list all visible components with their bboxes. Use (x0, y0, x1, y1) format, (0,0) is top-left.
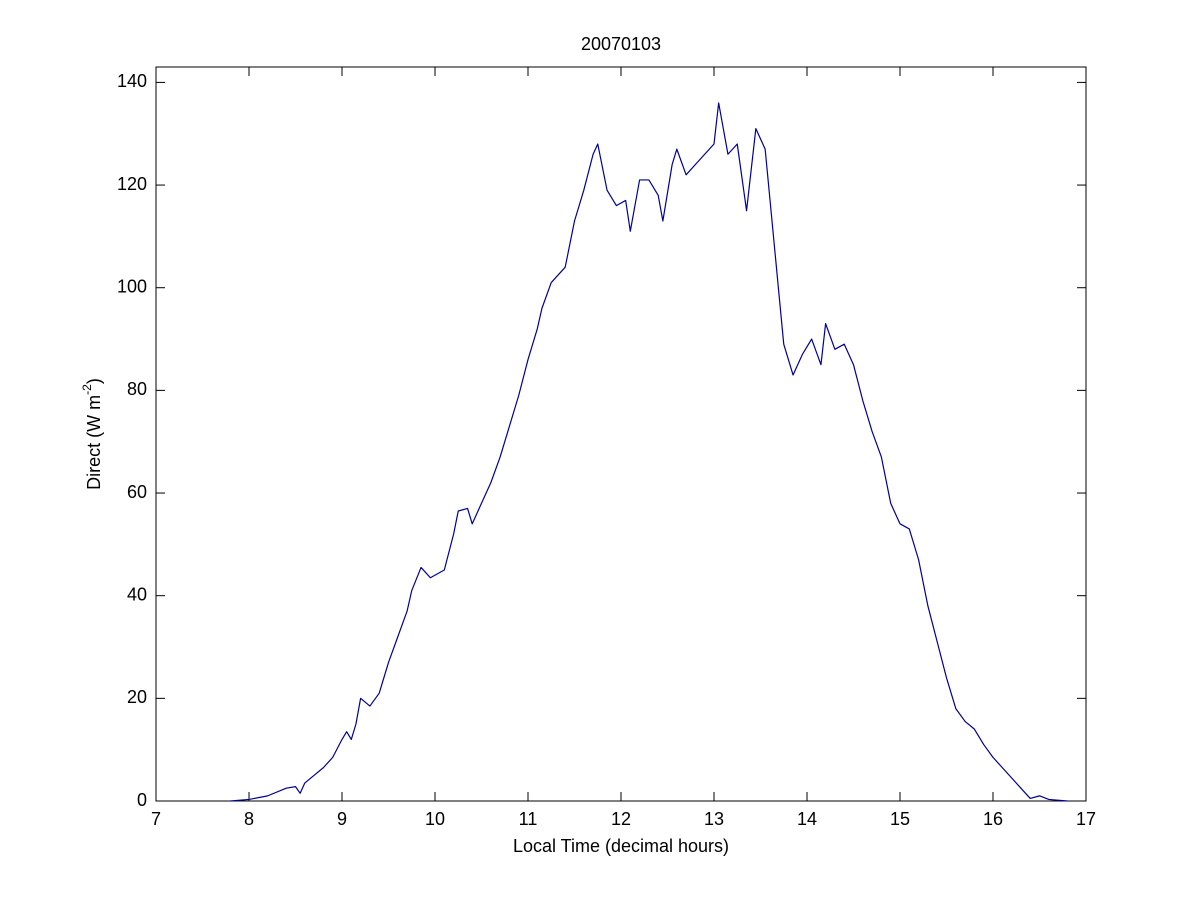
x-tick-label: 8 (244, 809, 254, 829)
y-axis-label: Direct (W m-2) (80, 378, 104, 490)
x-tick-label: 14 (797, 809, 817, 829)
y-tick-label: 80 (127, 379, 147, 399)
x-tick-label: 13 (704, 809, 724, 829)
y-tick-label: 20 (127, 687, 147, 707)
y-label-text: Direct (W m (84, 395, 104, 490)
y-tick-label: 60 (127, 482, 147, 502)
x-axis-label: Local Time (decimal hours) (513, 836, 729, 856)
y-tick-label: 140 (117, 71, 147, 91)
x-tick-label: 7 (151, 809, 161, 829)
x-tick-label: 12 (611, 809, 631, 829)
data-line (230, 102, 1068, 802)
chart-title: 20070103 (581, 34, 661, 54)
plot-area (155, 66, 1087, 802)
y-label-sup: -2 (80, 384, 94, 395)
x-tick-label: 9 (337, 809, 347, 829)
x-tick-label: 11 (519, 809, 538, 829)
x-tick-label: 16 (983, 809, 1003, 829)
y-tick-label: 120 (117, 174, 147, 194)
x-tick-label: 10 (425, 809, 445, 829)
x-tick-label: 15 (890, 809, 910, 829)
y-tick-label: 0 (137, 790, 147, 810)
y-tick-label: 100 (117, 276, 147, 296)
x-tick-label: 17 (1076, 809, 1096, 829)
y-tick-label: 40 (127, 584, 147, 604)
y-label-suffix: ) (84, 378, 104, 384)
